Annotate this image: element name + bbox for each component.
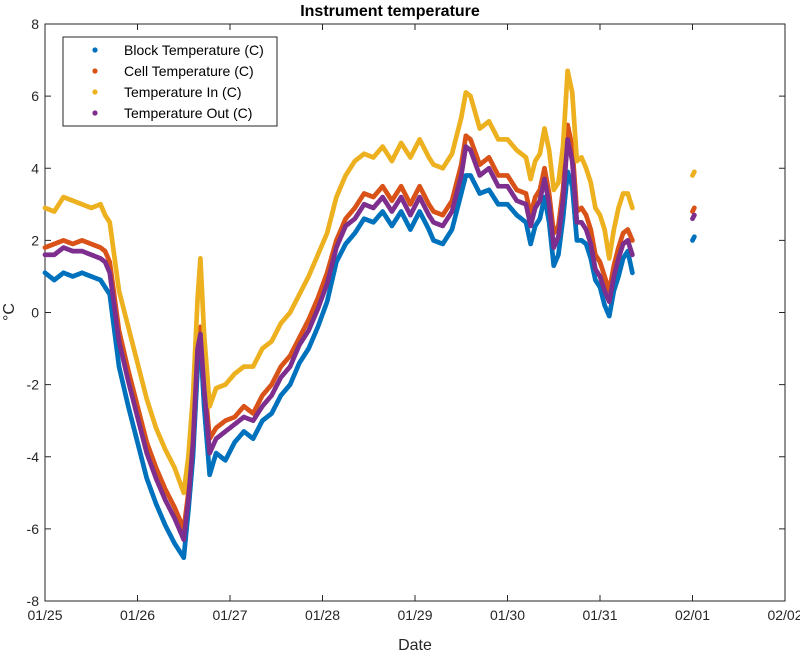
- legend-marker: [92, 47, 98, 53]
- legend-marker: [92, 110, 98, 116]
- data-point: [629, 270, 635, 276]
- data-point: [691, 234, 697, 240]
- legend-marker: [92, 89, 98, 95]
- y-tick-label: 6: [31, 88, 39, 104]
- legend-label: Cell Temperature (C): [124, 63, 254, 79]
- y-tick-label: 8: [31, 16, 39, 32]
- y-axis-label: °C: [1, 303, 18, 321]
- y-tick-label: 0: [31, 305, 39, 321]
- legend-label: Temperature In (C): [124, 84, 241, 100]
- x-tick-label: 01/30: [490, 607, 525, 623]
- legend: Block Temperature (C) Cell Temperature (C…: [62, 36, 278, 127]
- data-point: [629, 205, 635, 211]
- y-tick-label: 2: [31, 232, 39, 248]
- chart-title: Instrument temperature: [300, 3, 480, 20]
- data-point: [691, 205, 697, 211]
- x-tick-label: 01/25: [27, 607, 62, 623]
- x-tick-label: 01/27: [212, 607, 247, 623]
- y-tick-label: -6: [27, 521, 40, 537]
- legend-marker: [92, 68, 98, 74]
- x-tick-label: 01/31: [582, 607, 617, 623]
- y-tick-label: 4: [31, 160, 39, 176]
- x-tick-label: 01/29: [397, 607, 432, 623]
- y-tick-label: -4: [27, 449, 40, 465]
- data-point: [691, 169, 697, 175]
- x-axis-label: Date: [398, 637, 432, 652]
- x-tick-label: 02/02: [767, 607, 800, 623]
- x-tick-label: 01/26: [120, 607, 155, 623]
- y-tick-label: -2: [27, 377, 40, 393]
- series-layer: [42, 68, 697, 561]
- data-point: [691, 212, 697, 218]
- data-point: [629, 252, 635, 258]
- legend-label: Temperature Out (C): [124, 105, 252, 121]
- x-tick-label: 02/01: [675, 607, 710, 623]
- legend-label: Block Temperature (C): [124, 42, 264, 58]
- y-tick-label: -8: [27, 593, 40, 609]
- x-tick-label: 01/28: [305, 607, 340, 623]
